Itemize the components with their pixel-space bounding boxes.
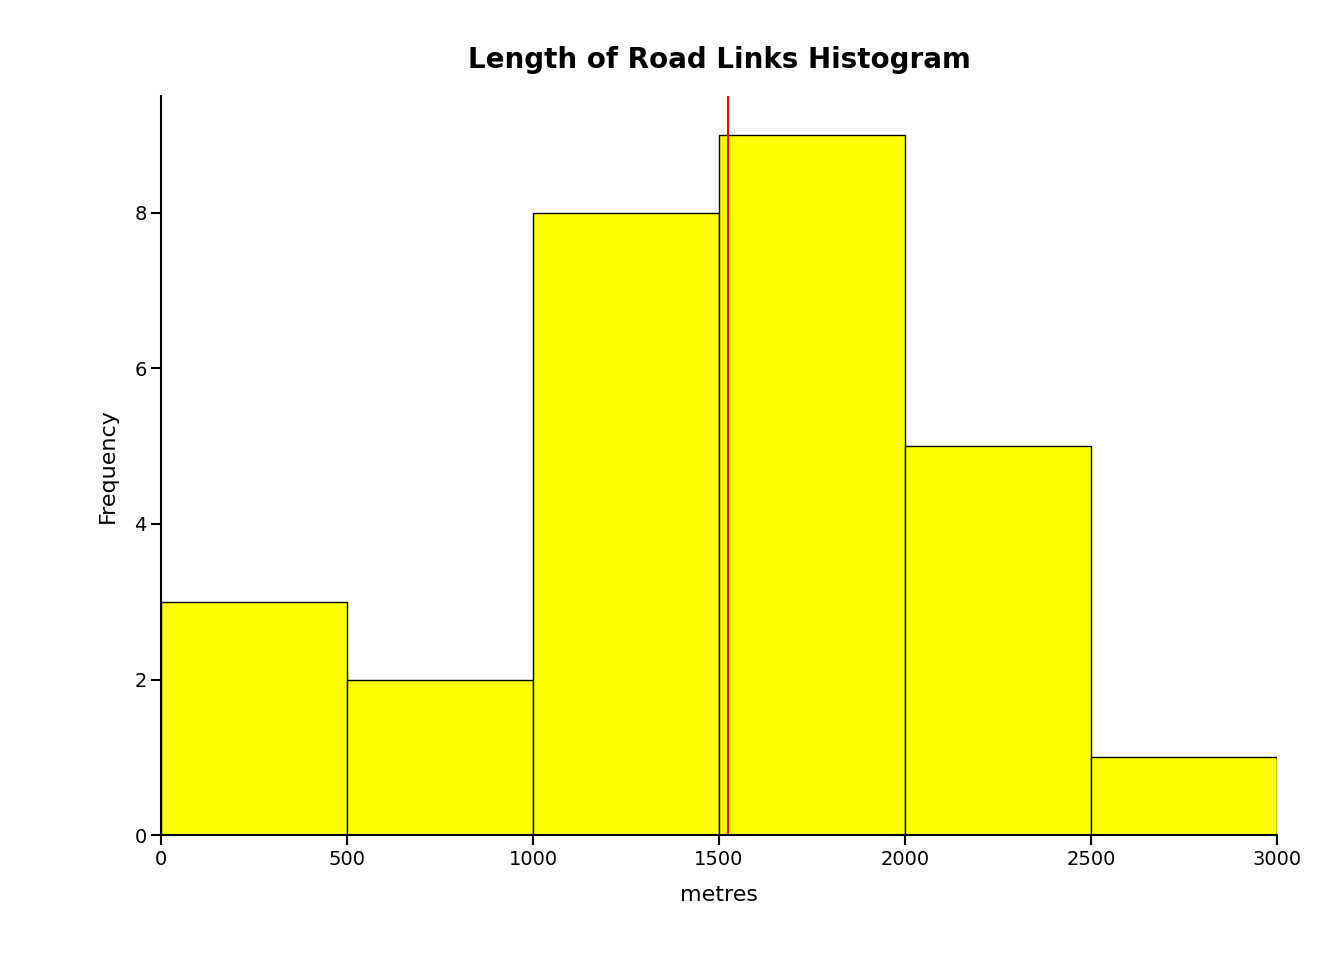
Bar xyxy=(719,135,905,835)
Title: Length of Road Links Histogram: Length of Road Links Histogram xyxy=(468,46,970,74)
Bar xyxy=(1091,757,1277,835)
Bar xyxy=(347,680,534,835)
Y-axis label: Frequency: Frequency xyxy=(98,408,118,523)
Bar xyxy=(161,602,347,835)
X-axis label: metres: metres xyxy=(680,885,758,905)
Bar xyxy=(534,213,719,835)
Bar xyxy=(905,446,1091,835)
